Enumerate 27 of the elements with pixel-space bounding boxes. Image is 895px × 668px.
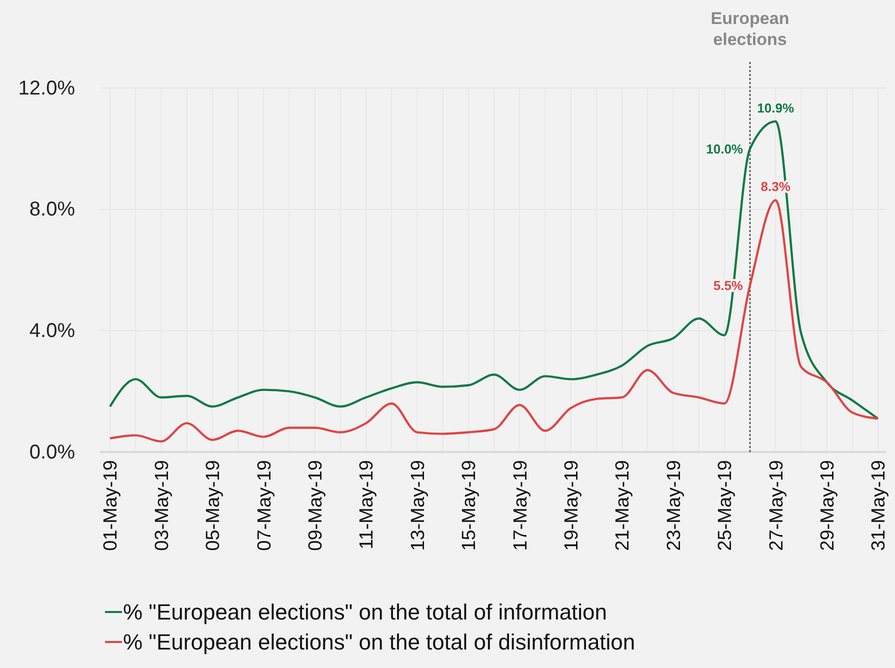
x-tick-label: 27-May-19 xyxy=(766,460,788,551)
x-tick-label: 21-May-19 xyxy=(612,460,634,551)
x-tick-label: 29-May-19 xyxy=(817,460,838,551)
line-series xyxy=(108,199,880,442)
data-label: 10.9% xyxy=(757,100,794,116)
legend-label: % "European elections" on the total of disinformation xyxy=(123,630,636,655)
x-tick-label: 07-May-19 xyxy=(254,460,276,551)
x-tick-label: 15-May-19 xyxy=(459,460,480,551)
line-series xyxy=(108,120,880,420)
x-tick-label: 23-May-19 xyxy=(664,460,685,551)
x-tick-label: 05-May-19 xyxy=(203,460,224,551)
y-tick-label: 0.0% xyxy=(29,441,76,464)
x-tick-label: 25-May-19 xyxy=(715,460,736,551)
y-tick-label: 8.0% xyxy=(29,198,76,221)
x-tick-label: 03-May-19 xyxy=(152,460,173,551)
x-tick-label: 19-May-19 xyxy=(561,460,582,551)
x-tick-label: 17-May-19 xyxy=(510,460,532,551)
y-tick-label: 12.0% xyxy=(18,77,76,100)
x-tick-label: 13-May-19 xyxy=(408,460,429,551)
data-label: 10.0% xyxy=(706,142,744,157)
x-tick-label: 31-May-19 xyxy=(868,460,890,551)
x-tick-label: 11-May-19 xyxy=(356,460,378,550)
legend-label: % "European elections" on the total of information xyxy=(123,600,608,625)
y-tick-label: 4.0% xyxy=(29,320,76,342)
ref-line-label: European elections xyxy=(710,9,790,49)
x-tick-label: 09-May-19 xyxy=(305,460,326,551)
x-tick-label: 01-May-19 xyxy=(100,460,122,551)
